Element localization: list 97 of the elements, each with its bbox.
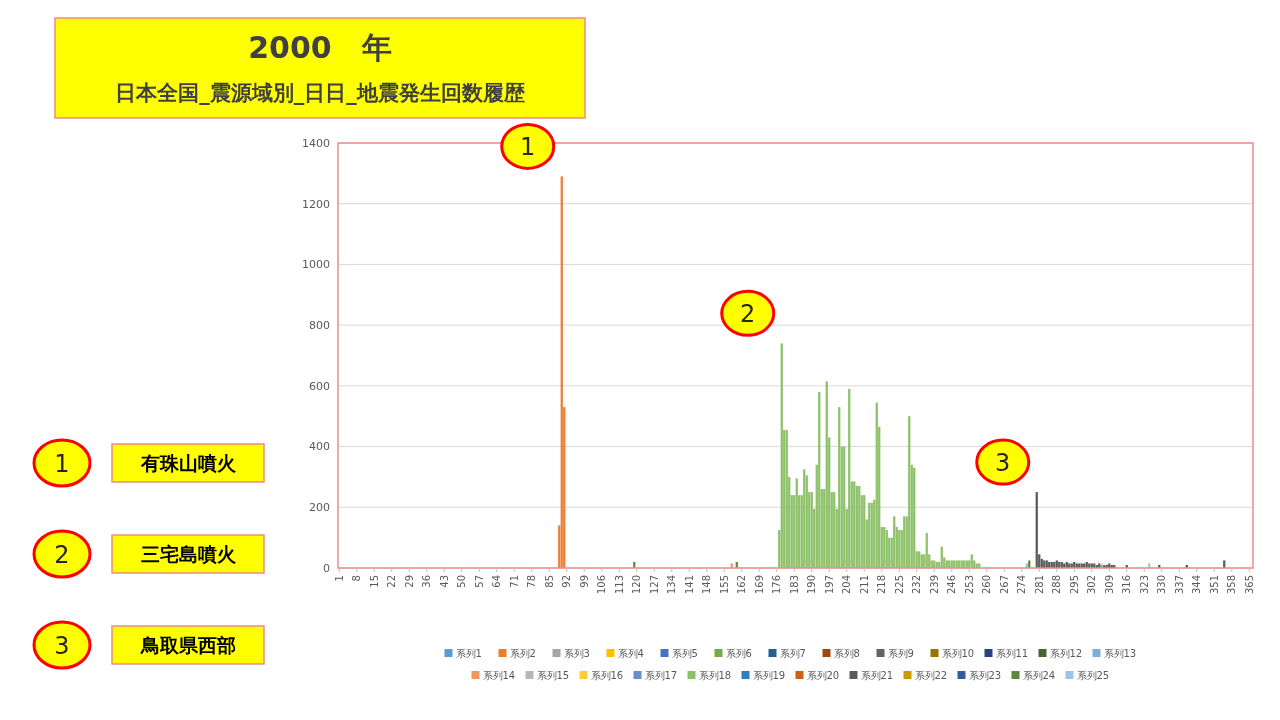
legend-label: 系列2: [509, 647, 536, 659]
x-tick-label: 43: [438, 575, 450, 588]
legend-label: 系列22: [914, 669, 948, 681]
legend-label: 系列1: [455, 647, 482, 659]
legend-label: 系列7: [779, 647, 806, 659]
x-tick-label: 22: [386, 575, 398, 588]
y-tick-label: 800: [309, 318, 330, 332]
chart-subtitle: 日本全国_震源域別_日日_地震発生回数履歴: [115, 81, 525, 105]
legend-label: 系列14: [482, 669, 516, 681]
x-tick-label: 113: [613, 575, 625, 595]
y-tick-label: 1200: [302, 197, 330, 211]
x-tick-label: 169: [753, 575, 765, 595]
chart-title: 2000 年: [248, 30, 392, 65]
legend-label: 系列16: [590, 669, 624, 681]
x-tick-label: 281: [1033, 575, 1045, 595]
x-tick-label: 225: [893, 575, 905, 595]
y-tick-label: 1000: [302, 258, 330, 272]
text: 3: [54, 631, 70, 660]
x-tick-label: 57: [473, 575, 485, 588]
text: 1: [54, 449, 70, 478]
x-tick-label: 183: [788, 575, 800, 595]
legend-label: 系列9: [887, 647, 914, 659]
legend-label: 系列19: [752, 669, 786, 681]
legend-label: 系列20: [806, 669, 840, 681]
legend-label: 系列8: [833, 647, 860, 659]
text: 有珠山噴火: [139, 451, 237, 474]
annotation: 2: [740, 300, 756, 328]
y-tick-label: 600: [309, 379, 330, 393]
x-tick-label: 260: [981, 575, 993, 595]
x-tick-label: 218: [876, 575, 888, 595]
x-tick-label: 211: [858, 575, 870, 595]
x-tick-label: 337: [1173, 575, 1185, 595]
x-tick-label: 274: [1016, 575, 1028, 595]
x-tick-label: 106: [596, 575, 608, 595]
x-tick-label: 239: [928, 575, 940, 595]
x-tick-label: 302: [1086, 575, 1098, 595]
legend-label: 系列24: [1022, 669, 1056, 681]
x-tick-label: 288: [1051, 575, 1063, 595]
legend-label: 系列5: [671, 647, 698, 659]
x-tick-label: 204: [841, 575, 853, 595]
x-tick-label: 85: [543, 575, 555, 588]
legend-label: 系列23: [968, 669, 1002, 681]
x-tick-label: 162: [736, 575, 748, 595]
legend-label: 系列11: [995, 647, 1029, 659]
x-tick-label: 148: [701, 575, 713, 595]
legend-label: 系列21: [860, 669, 894, 681]
x-tick-label: 99: [578, 575, 590, 588]
x-tick-label: 295: [1068, 575, 1080, 595]
y-tick-label: 0: [323, 561, 330, 575]
x-tick-label: 190: [806, 575, 818, 595]
x-tick-label: 330: [1156, 575, 1168, 595]
x-tick-label: 1: [333, 575, 345, 582]
legend-label: 系列15: [536, 669, 570, 681]
x-tick-label: 232: [911, 575, 923, 595]
legend-label: 系列4: [617, 647, 644, 659]
legend-label: 系列17: [644, 669, 678, 681]
x-tick-label: 29: [403, 575, 415, 588]
x-tick-label: 8: [351, 575, 363, 582]
legend-label: 系列25: [1076, 669, 1110, 681]
x-tick-label: 120: [631, 575, 643, 595]
x-tick-label: 316: [1121, 575, 1133, 595]
annotation: 3: [995, 448, 1011, 477]
text: 鳥取県西部: [139, 633, 236, 656]
x-tick-label: 78: [526, 575, 538, 588]
x-tick-label: 155: [718, 575, 730, 595]
x-tick-label: 50: [456, 575, 468, 588]
x-tick-label: 176: [771, 575, 783, 595]
x-tick-label: 246: [946, 575, 958, 595]
x-tick-label: 253: [963, 575, 975, 595]
legend-label: 系列6: [725, 647, 752, 659]
x-tick-label: 15: [368, 575, 380, 588]
x-tick-label: 36: [421, 575, 433, 588]
x-tick-label: 71: [508, 575, 520, 588]
legend-label: 系列3: [563, 647, 590, 659]
x-tick-label: 351: [1208, 575, 1220, 595]
legend-label: 系列18: [698, 669, 732, 681]
x-tick-label: 64: [491, 575, 503, 588]
legend-label: 系列12: [1049, 647, 1083, 659]
x-tick-label: 197: [823, 575, 835, 595]
annotation: 1: [520, 133, 536, 162]
y-tick-label: 400: [309, 440, 330, 454]
legend-label: 系列10: [941, 647, 975, 659]
x-tick-label: 141: [683, 575, 695, 595]
x-tick-label: 309: [1103, 575, 1115, 595]
x-tick-label: 358: [1226, 575, 1238, 595]
x-tick-label: 127: [648, 575, 660, 595]
y-tick-label: 1400: [302, 136, 330, 150]
x-tick-label: 134: [666, 575, 678, 595]
x-tick-label: 92: [561, 575, 573, 588]
y-tick-label: 200: [309, 501, 330, 515]
x-tick-label: 323: [1138, 575, 1150, 595]
x-tick-label: 344: [1191, 575, 1203, 595]
text: 2: [54, 540, 70, 569]
x-tick-label: 365: [1243, 575, 1255, 595]
legend-label: 系列13: [1103, 647, 1137, 659]
text: 三宅島噴火: [140, 542, 237, 565]
x-tick-label: 267: [998, 575, 1010, 595]
